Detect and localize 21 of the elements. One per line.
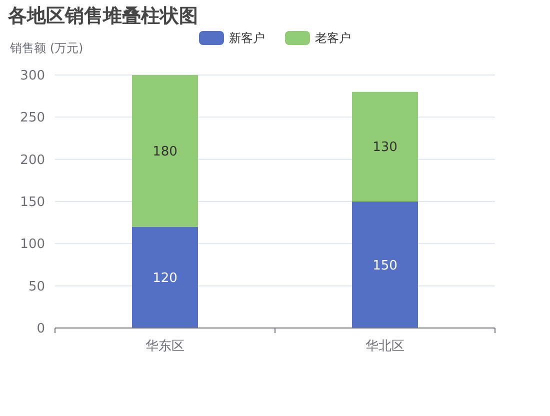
data-label: 130 xyxy=(372,140,398,156)
legend-label: 老客户 xyxy=(315,31,351,46)
data-label: 120 xyxy=(152,270,178,286)
y-tick-label: 300 xyxy=(20,68,45,84)
chart-title: 各地区销售堆叠柱状图 xyxy=(7,5,198,27)
bar xyxy=(352,92,418,202)
bar xyxy=(352,202,418,328)
data-label: 150 xyxy=(372,258,398,274)
y-tick-label: 250 xyxy=(20,110,45,126)
y-tick-label: 100 xyxy=(20,237,45,252)
bar xyxy=(132,75,198,227)
y-tick-label: 150 xyxy=(20,195,45,210)
data-label: 180 xyxy=(152,144,178,160)
x-tick-label: 华东区 xyxy=(146,339,184,354)
x-tick-label: 华北区 xyxy=(366,339,404,354)
y-tick-label: 200 xyxy=(20,152,45,168)
legend-label: 新客户 xyxy=(229,31,265,46)
y-tick-label: 0 xyxy=(36,322,45,337)
y-axis-title: 销售额 (万元) xyxy=(9,41,84,55)
y-tick-label: 50 xyxy=(28,279,45,294)
bar xyxy=(132,226,198,328)
